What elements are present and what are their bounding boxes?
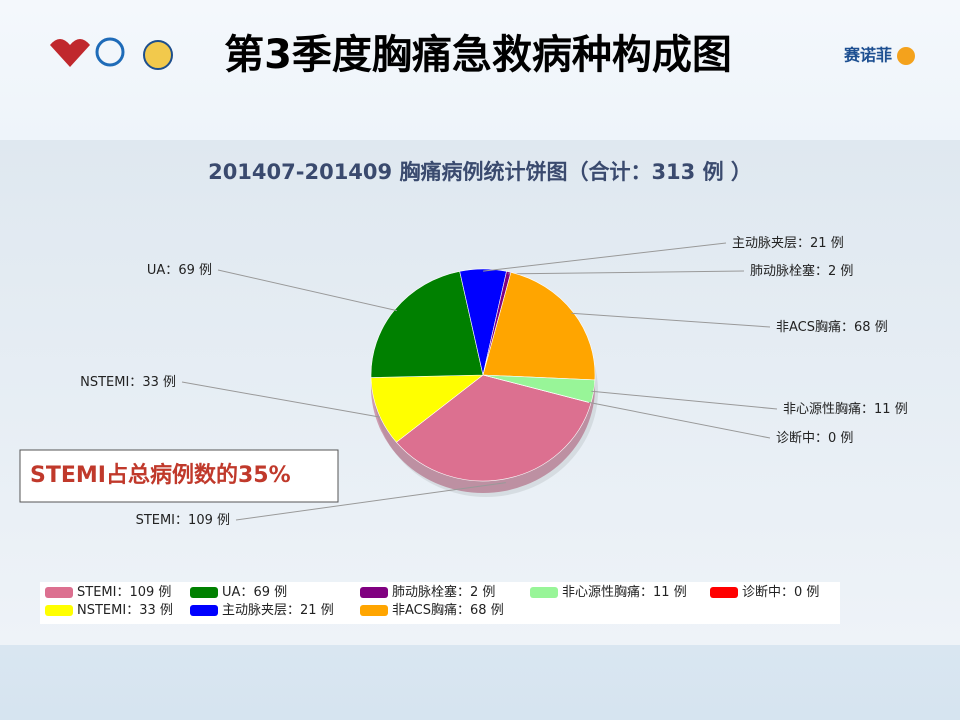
slice-label: 非心源性胸痛：11 例 <box>562 584 687 600</box>
slice-label: STEMI：109 例 <box>77 585 171 600</box>
slice-label: 主动脉夹层：21 例 <box>222 603 334 618</box>
value-label: 68 例 <box>854 320 888 335</box>
label-separator: ： <box>815 264 828 279</box>
value-label: 0 例 <box>794 585 819 600</box>
leader-line <box>483 242 727 272</box>
legend-swatch <box>360 587 388 598</box>
category-name: 非ACS胸痛 <box>776 319 841 335</box>
slide-title: 第3季度胸痛急救病种构成图 <box>224 32 732 78</box>
slice-label: NSTEMI：33 例 <box>80 375 176 390</box>
slice-label: UA：69 例 <box>147 263 212 278</box>
category-name: UA <box>147 263 166 278</box>
slice-label: 肺动脉栓塞：2 例 <box>750 263 853 279</box>
legend-swatch <box>360 605 388 616</box>
value-label: 109 例 <box>129 585 171 600</box>
label-separator: ： <box>781 585 794 600</box>
label-separator: ： <box>861 402 874 417</box>
leader-line <box>508 270 745 275</box>
pie-slice <box>370 270 484 378</box>
value-label: 33 例 <box>142 375 176 390</box>
category-name: NSTEMI <box>77 603 126 618</box>
slice-label: 诊断中：0 例 <box>776 431 853 446</box>
value-label: 0 例 <box>828 431 853 446</box>
label-separator: ： <box>175 513 188 528</box>
leader-line <box>235 482 506 521</box>
value-label: 11 例 <box>653 585 687 600</box>
legend-swatch <box>530 587 558 598</box>
label-separator: ： <box>129 375 142 390</box>
category-name: 主动脉夹层 <box>732 236 797 251</box>
category-name: 诊断中 <box>776 431 815 446</box>
leader-line <box>571 312 771 328</box>
leader-line <box>181 381 381 418</box>
slice-label: 肺动脉栓塞：2 例 <box>392 584 495 600</box>
slice-label: 非ACS胸痛：68 例 <box>776 319 888 335</box>
value-label: 69 例 <box>253 585 287 600</box>
label-separator: ： <box>240 585 253 600</box>
logo-mark <box>897 47 915 65</box>
slice-label: UA：69 例 <box>222 585 287 600</box>
value-label: 2 例 <box>470 585 495 600</box>
label-separator: ： <box>457 603 470 618</box>
label-separator: ： <box>287 603 300 618</box>
label-separator: ： <box>815 431 828 446</box>
category-name: 肺动脉栓塞 <box>750 263 815 279</box>
category-name: 非心源性胸痛 <box>562 584 640 600</box>
label-separator: ： <box>116 585 129 600</box>
slice-label: 主动脉夹层：21 例 <box>732 236 844 251</box>
logo-badge <box>143 40 173 70</box>
value-label: 33 例 <box>139 603 173 618</box>
category-name: 诊断中 <box>742 585 781 600</box>
logos <box>50 37 915 70</box>
value-label: 68 例 <box>470 603 504 618</box>
label-separator: ： <box>797 236 810 251</box>
value-label: 11 例 <box>874 402 908 417</box>
value-label: 109 例 <box>188 513 230 528</box>
slice-label: 非心源性胸痛：11 例 <box>783 401 908 417</box>
category-name: STEMI <box>136 513 175 528</box>
value-label: 69 例 <box>178 263 212 278</box>
label-separator: ： <box>640 585 653 600</box>
category-name: 非心源性胸痛 <box>783 401 861 417</box>
legend-swatch <box>45 587 73 598</box>
pie-slice <box>395 374 592 482</box>
category-name: STEMI <box>77 585 116 600</box>
slice-label: 非ACS胸痛：68 例 <box>392 602 504 618</box>
value-label: 2 例 <box>828 264 853 279</box>
logo-circle <box>95 37 125 67</box>
slice-label: NSTEMI：33 例 <box>77 603 173 618</box>
label-separator: ： <box>841 320 854 335</box>
category-name: UA <box>222 585 241 600</box>
label-separator: ： <box>457 585 470 600</box>
label-separator: ： <box>126 603 139 618</box>
legend-swatch <box>190 587 218 598</box>
logo-heart <box>50 39 90 67</box>
value-label: 21 例 <box>810 236 844 251</box>
slice-label: 诊断中：0 例 <box>742 585 819 600</box>
label-separator: ： <box>165 263 178 278</box>
slice-label: STEMI：109 例 <box>136 513 230 528</box>
legend-box <box>40 582 840 624</box>
chart-title: 201407-201409 胸痛病例统计饼图（合计：313 例 ） <box>208 160 752 184</box>
category-name: NSTEMI <box>80 375 129 390</box>
category-name: 非ACS胸痛 <box>392 602 457 618</box>
legend-swatch <box>710 587 738 598</box>
category-name: 主动脉夹层 <box>222 603 287 618</box>
leader-line <box>588 401 771 439</box>
leader-line <box>217 269 397 312</box>
leader-line <box>591 390 778 410</box>
legend-swatch <box>190 605 218 616</box>
annotation-box <box>19 449 339 503</box>
logo-text: 赛诺菲 <box>843 46 892 65</box>
legend-swatch <box>45 605 73 616</box>
value-label: 21 例 <box>300 603 334 618</box>
pie-slice <box>370 374 484 443</box>
category-name: 肺动脉栓塞 <box>392 584 457 600</box>
pie-slice <box>482 271 596 381</box>
annotation: STEMI占总病例数的35% <box>30 462 291 488</box>
